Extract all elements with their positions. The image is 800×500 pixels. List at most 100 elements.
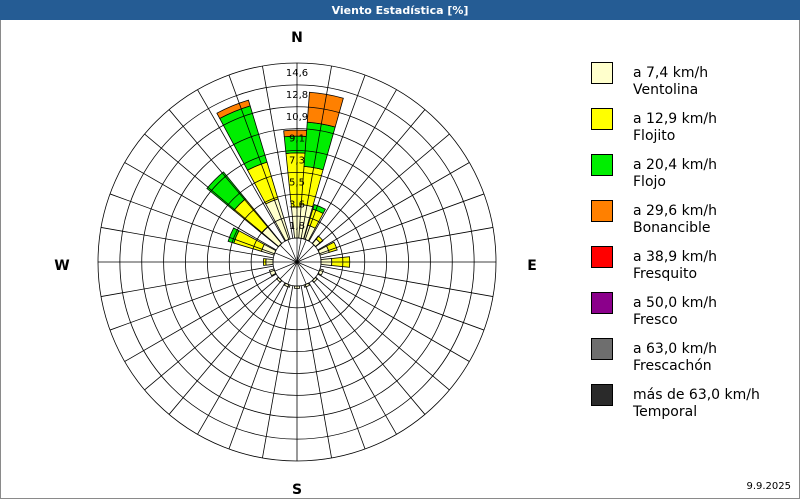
grid-spoke (197, 89, 286, 242)
center-spoke (296, 252, 320, 263)
legend: a 7,4 km/h Ventolina a 12,9 km/h Flojito a… (591, 62, 796, 430)
legend-item-fresco: a 50,0 km/h Fresco (591, 292, 796, 338)
grid-spoke (319, 193, 485, 255)
cardinal-e: E (527, 258, 537, 274)
legend-swatch (591, 200, 613, 222)
grid-spoke (144, 133, 279, 247)
cardinal-n: N (291, 30, 303, 46)
grid-spoke (304, 284, 366, 450)
sector-nne-flojo (312, 204, 326, 214)
grid-spoke (312, 109, 426, 244)
ring-label: 12,8 (286, 90, 308, 101)
date-stamp: 9.9.2025 (746, 481, 791, 492)
grid-spoke (319, 269, 485, 331)
legend-class-name: Ventolina (633, 82, 699, 98)
center-spoke (296, 239, 307, 263)
legend-class-name: Fresco (633, 312, 678, 328)
grid-spoke (197, 282, 286, 435)
grid-spoke (100, 265, 274, 297)
legend-speed: a 63,0 km/h (633, 341, 717, 357)
legend-speed: a 50,0 km/h (633, 295, 717, 311)
legend-class-name: Flojo (633, 174, 666, 190)
center-spoke (274, 252, 298, 263)
grid-spoke (262, 65, 294, 239)
legend-class-name: Frescachón (633, 358, 712, 374)
center-spoke (296, 261, 315, 280)
legend-label: a 20,4 km/h Flojo (633, 157, 717, 191)
center-spoke (274, 261, 298, 272)
window-title: Viento Estadística [%] (0, 0, 800, 20)
legend-speed: a 7,4 km/h (633, 65, 709, 81)
grid-spoke (300, 65, 332, 239)
legend-swatch (591, 338, 613, 360)
ring-label: 3,6 (289, 199, 305, 210)
legend-class-name: Fresquito (633, 266, 698, 282)
sectors-layer (206, 91, 351, 289)
grid-spoke (168, 109, 282, 244)
center-spoke (296, 244, 315, 263)
legend-swatch (591, 62, 613, 84)
grid-spoke (308, 89, 397, 242)
legend-label: a 50,0 km/h Fresco (633, 295, 717, 329)
legend-speed: a 38,9 km/h (633, 249, 717, 265)
ring-label: 1,8 (289, 221, 305, 232)
grid-spoke (320, 227, 494, 259)
center-spoke (296, 261, 307, 285)
legend-label: a 63,0 km/h Frescachón (633, 341, 717, 375)
grid-spoke (317, 273, 470, 362)
legend-item-temporal: más de 63,0 km/h Temporal (591, 384, 796, 430)
legend-swatch (591, 246, 613, 268)
grid-spoke (317, 162, 470, 251)
legend-class-name: Flojito (633, 128, 676, 144)
grid-spoke (124, 162, 277, 251)
grid-spoke (304, 74, 366, 240)
grid-spoke (315, 277, 450, 391)
grid-spoke (124, 273, 277, 362)
polar-grid (97, 62, 497, 462)
legend-swatch (591, 384, 613, 406)
legend-label: a 12,9 km/h Flojito (633, 111, 717, 145)
legend-item-flojo: a 20,4 km/h Flojo (591, 154, 796, 200)
ring-label: 10,9 (286, 112, 308, 123)
center-spoke (279, 244, 298, 263)
center-spoke (279, 261, 298, 280)
cardinal-s: S (292, 482, 302, 498)
grid-spoke (228, 74, 290, 240)
legend-speed: a 12,9 km/h (633, 111, 717, 127)
cardinal-w: W (54, 258, 69, 274)
grid-spoke (100, 227, 274, 259)
legend-speed: más de 63,0 km/h (633, 387, 760, 403)
legend-label: más de 63,0 km/h Temporal (633, 387, 760, 421)
ring-label: 14,6 (286, 68, 308, 79)
legend-class-name: Bonancible (633, 220, 711, 236)
legend-speed: a 29,6 km/h (633, 203, 717, 219)
grid-spoke (315, 133, 450, 247)
grid-spoke (308, 282, 397, 435)
grid-spoke (320, 265, 494, 297)
legend-item-bonancible: a 29,6 km/h Bonancible (591, 200, 796, 246)
legend-swatch (591, 108, 613, 130)
grid-spoke (300, 285, 332, 459)
center-spoke (287, 261, 298, 285)
grid-spoke (262, 285, 294, 459)
sector-nnw-bonancible (216, 99, 251, 119)
sector-ene-flojito (326, 241, 338, 253)
legend-swatch (591, 292, 613, 314)
center-spoke (296, 261, 320, 272)
ring-label: 5,5 (289, 177, 305, 188)
legend-speed: a 20,4 km/h (633, 157, 717, 173)
legend-label: a 7,4 km/h Ventolina (633, 65, 708, 99)
grid-spoke (312, 280, 426, 415)
legend-label: a 38,9 km/h Fresquito (633, 249, 717, 283)
center-spoke (296, 238, 302, 263)
ring-label: 9,1 (289, 134, 305, 145)
legend-item-flojito: a 12,9 km/h Flojito (591, 108, 796, 154)
legend-item-frescachon: a 63,0 km/h Frescachón (591, 338, 796, 384)
grid-spoke (109, 193, 275, 255)
grid-spoke (168, 280, 282, 415)
wind-rose-chart: 1,8 3,6 5,5 7,3 9,1 10,9 12,8 14,6 N E S W (54, 30, 537, 498)
legend-item-fresquito: a 38,9 km/h Fresquito (591, 246, 796, 292)
legend-class-name: Temporal (633, 404, 698, 420)
legend-swatch (591, 154, 613, 176)
ring-labels: 1,8 3,6 5,5 7,3 9,1 10,9 12,8 14,6 (286, 68, 308, 232)
